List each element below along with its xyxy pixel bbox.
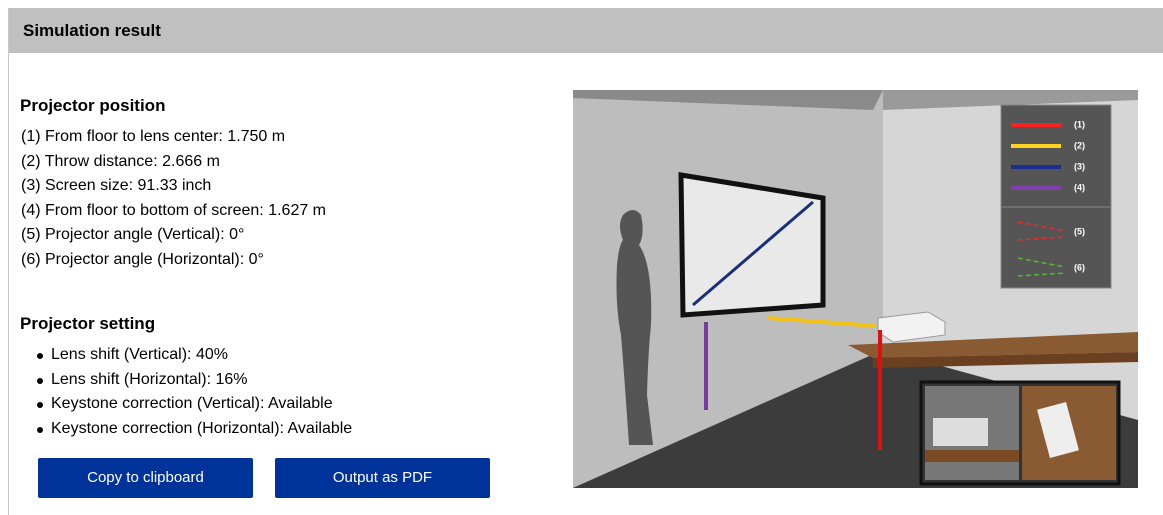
position-item: (1) From floor to lens center: 1.750 m [21, 128, 286, 145]
setting-item: Lens shift (Vertical): 40% [37, 343, 352, 368]
room-illustration: (1) (2) (3) (4) (5) (6) [573, 90, 1138, 488]
legend-label: (6) [1074, 262, 1085, 272]
setting-item: Keystone correction (Horizontal): Availa… [37, 417, 352, 442]
setting-item: Keystone correction (Vertical): Availabl… [37, 392, 352, 417]
copy-button[interactable]: Copy to clipboard [38, 458, 253, 498]
position-item: (2) Throw distance: 2.666 m [21, 152, 220, 170]
position-list: (1) From floor to lens center: 1.750 m (2… [21, 125, 326, 273]
legend-label: (1) [1074, 119, 1085, 129]
legend-label: (3) [1074, 161, 1085, 171]
position-item: (6) Projector angle (Horizontal): 0° [21, 250, 264, 268]
legend-label: (2) [1074, 140, 1085, 150]
position-item: (4) From floor to bottom of screen: 1.62… [21, 201, 327, 219]
setting-item: Lens shift (Horizontal): 16% [37, 368, 352, 393]
setting-list: Lens shift (Vertical): 40% Lens shift (Ho… [37, 343, 352, 441]
pdf-button[interactable]: Output as PDF [275, 458, 490, 498]
header-title: Simulation result [23, 21, 161, 40]
section-title: Projector setting [20, 314, 156, 333]
position-item: (3) Screen size: 91.33 inch [21, 177, 212, 195]
header: Simulation result [9, 8, 1163, 53]
legend-label: (4) [1074, 182, 1085, 192]
legend-label: (5) [1074, 226, 1085, 236]
panel: Simulation result Projector position (1)… [8, 8, 1163, 515]
section-title: Projector position [20, 96, 166, 115]
position-item: (5) Projector angle (Vertical): 0° [21, 226, 245, 244]
